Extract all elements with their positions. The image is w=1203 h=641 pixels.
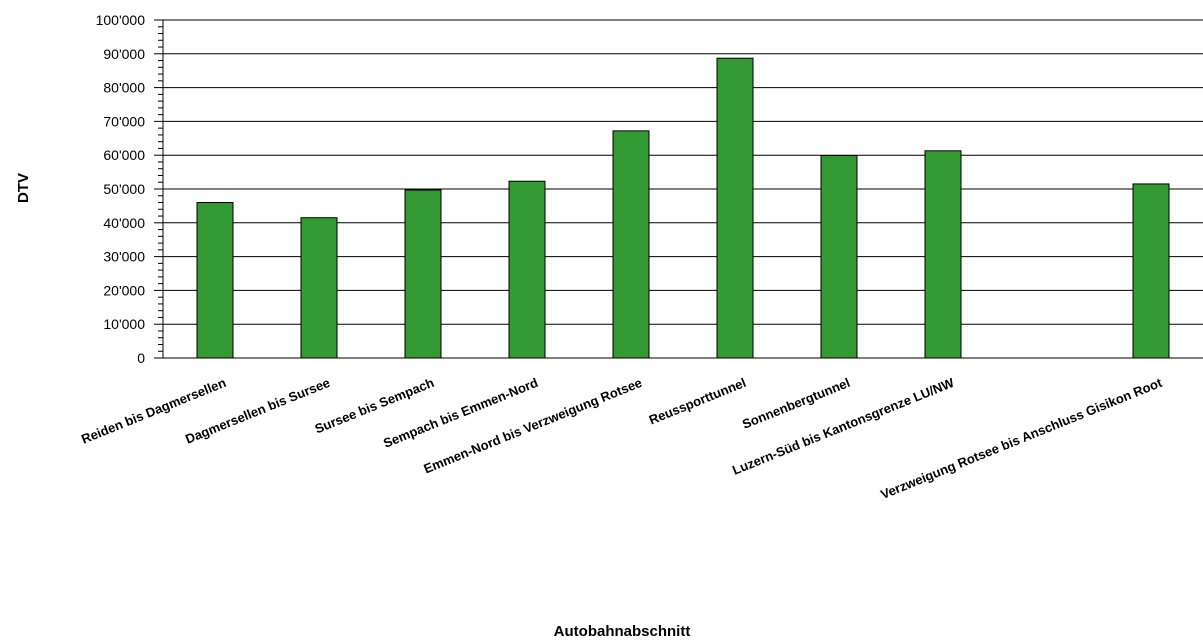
bar: [924, 150, 962, 359]
y-tick-label: 10'000: [103, 316, 145, 332]
bar: [508, 180, 546, 359]
bar: [820, 155, 858, 359]
bar: [612, 130, 650, 359]
y-tick-label: 0: [137, 350, 145, 366]
bars: [196, 57, 1170, 359]
y-tick-label: 80'000: [103, 80, 145, 96]
axes: [154, 19, 1203, 359]
y-tick-label: 50'000: [103, 181, 145, 197]
bar: [300, 217, 338, 359]
bar: [196, 202, 234, 359]
x-tick-label: Reussporttunnel: [647, 375, 748, 428]
y-tick-label: 20'000: [103, 282, 145, 298]
bar: [716, 57, 754, 359]
y-tick-label: 70'000: [103, 113, 145, 129]
x-axis-title: Autobahnabschnitt: [554, 623, 691, 640]
y-tick-label: 40'000: [103, 215, 145, 231]
y-axis-title: DTV: [15, 173, 32, 203]
y-tick-label: 90'000: [103, 46, 145, 62]
y-tick-label: 60'000: [103, 147, 145, 163]
bar: [404, 189, 442, 359]
y-tick-label: 100'000: [96, 12, 146, 28]
y-tick-labels: 0 10'000 20'000 30'000 40'000 50'000 60'000 70'…: [96, 12, 146, 366]
bar: [1132, 183, 1170, 359]
y-tick-label: 30'000: [103, 249, 145, 265]
